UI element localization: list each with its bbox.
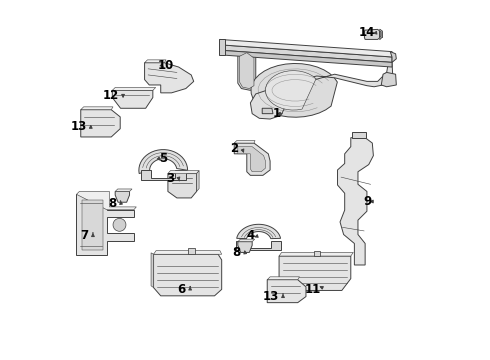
Polygon shape — [251, 63, 337, 117]
Text: 7: 7 — [80, 229, 89, 242]
Polygon shape — [188, 248, 195, 254]
Polygon shape — [250, 89, 285, 119]
Text: 10: 10 — [158, 59, 174, 72]
Polygon shape — [352, 132, 366, 138]
Polygon shape — [220, 40, 392, 57]
Polygon shape — [238, 242, 252, 252]
Text: 11: 11 — [305, 283, 321, 296]
Text: 13: 13 — [70, 121, 87, 134]
Polygon shape — [266, 71, 316, 110]
Polygon shape — [145, 63, 194, 93]
Polygon shape — [338, 138, 373, 265]
Polygon shape — [153, 251, 221, 254]
Polygon shape — [267, 280, 306, 303]
Polygon shape — [168, 174, 196, 198]
Polygon shape — [220, 50, 392, 67]
Circle shape — [113, 219, 126, 231]
Polygon shape — [115, 192, 129, 202]
Polygon shape — [196, 171, 199, 192]
Polygon shape — [234, 140, 255, 143]
Polygon shape — [238, 147, 266, 172]
Polygon shape — [262, 108, 273, 114]
Polygon shape — [139, 150, 188, 174]
Polygon shape — [112, 90, 153, 108]
Polygon shape — [238, 50, 256, 90]
Polygon shape — [115, 189, 132, 192]
Polygon shape — [112, 87, 156, 90]
Polygon shape — [240, 53, 254, 89]
Polygon shape — [314, 251, 319, 256]
Text: 1: 1 — [273, 107, 281, 120]
Polygon shape — [76, 192, 136, 210]
Polygon shape — [76, 194, 134, 255]
Polygon shape — [81, 107, 113, 110]
Polygon shape — [279, 256, 351, 291]
Text: 14: 14 — [359, 26, 375, 39]
Polygon shape — [81, 110, 120, 137]
Polygon shape — [168, 171, 199, 174]
Polygon shape — [237, 224, 281, 239]
Text: 13: 13 — [263, 290, 279, 303]
Polygon shape — [381, 72, 396, 87]
Polygon shape — [365, 30, 380, 40]
Polygon shape — [238, 239, 255, 242]
Text: 12: 12 — [102, 89, 119, 102]
Polygon shape — [82, 200, 102, 250]
Polygon shape — [220, 45, 392, 62]
Text: 5: 5 — [159, 152, 167, 165]
Text: 9: 9 — [363, 195, 371, 208]
Polygon shape — [151, 253, 153, 288]
Text: 8: 8 — [232, 246, 241, 259]
Polygon shape — [267, 277, 299, 280]
Text: 4: 4 — [246, 229, 255, 242]
Polygon shape — [390, 51, 396, 62]
Polygon shape — [302, 58, 393, 87]
Polygon shape — [153, 254, 221, 296]
Polygon shape — [279, 252, 353, 256]
Polygon shape — [145, 60, 166, 63]
Polygon shape — [141, 170, 186, 180]
Text: 2: 2 — [230, 142, 238, 155]
Polygon shape — [380, 30, 382, 40]
Polygon shape — [219, 40, 225, 55]
Text: 3: 3 — [166, 172, 174, 185]
Polygon shape — [236, 241, 281, 250]
Polygon shape — [234, 143, 270, 175]
Text: 8: 8 — [108, 197, 117, 210]
Text: 6: 6 — [177, 283, 186, 296]
